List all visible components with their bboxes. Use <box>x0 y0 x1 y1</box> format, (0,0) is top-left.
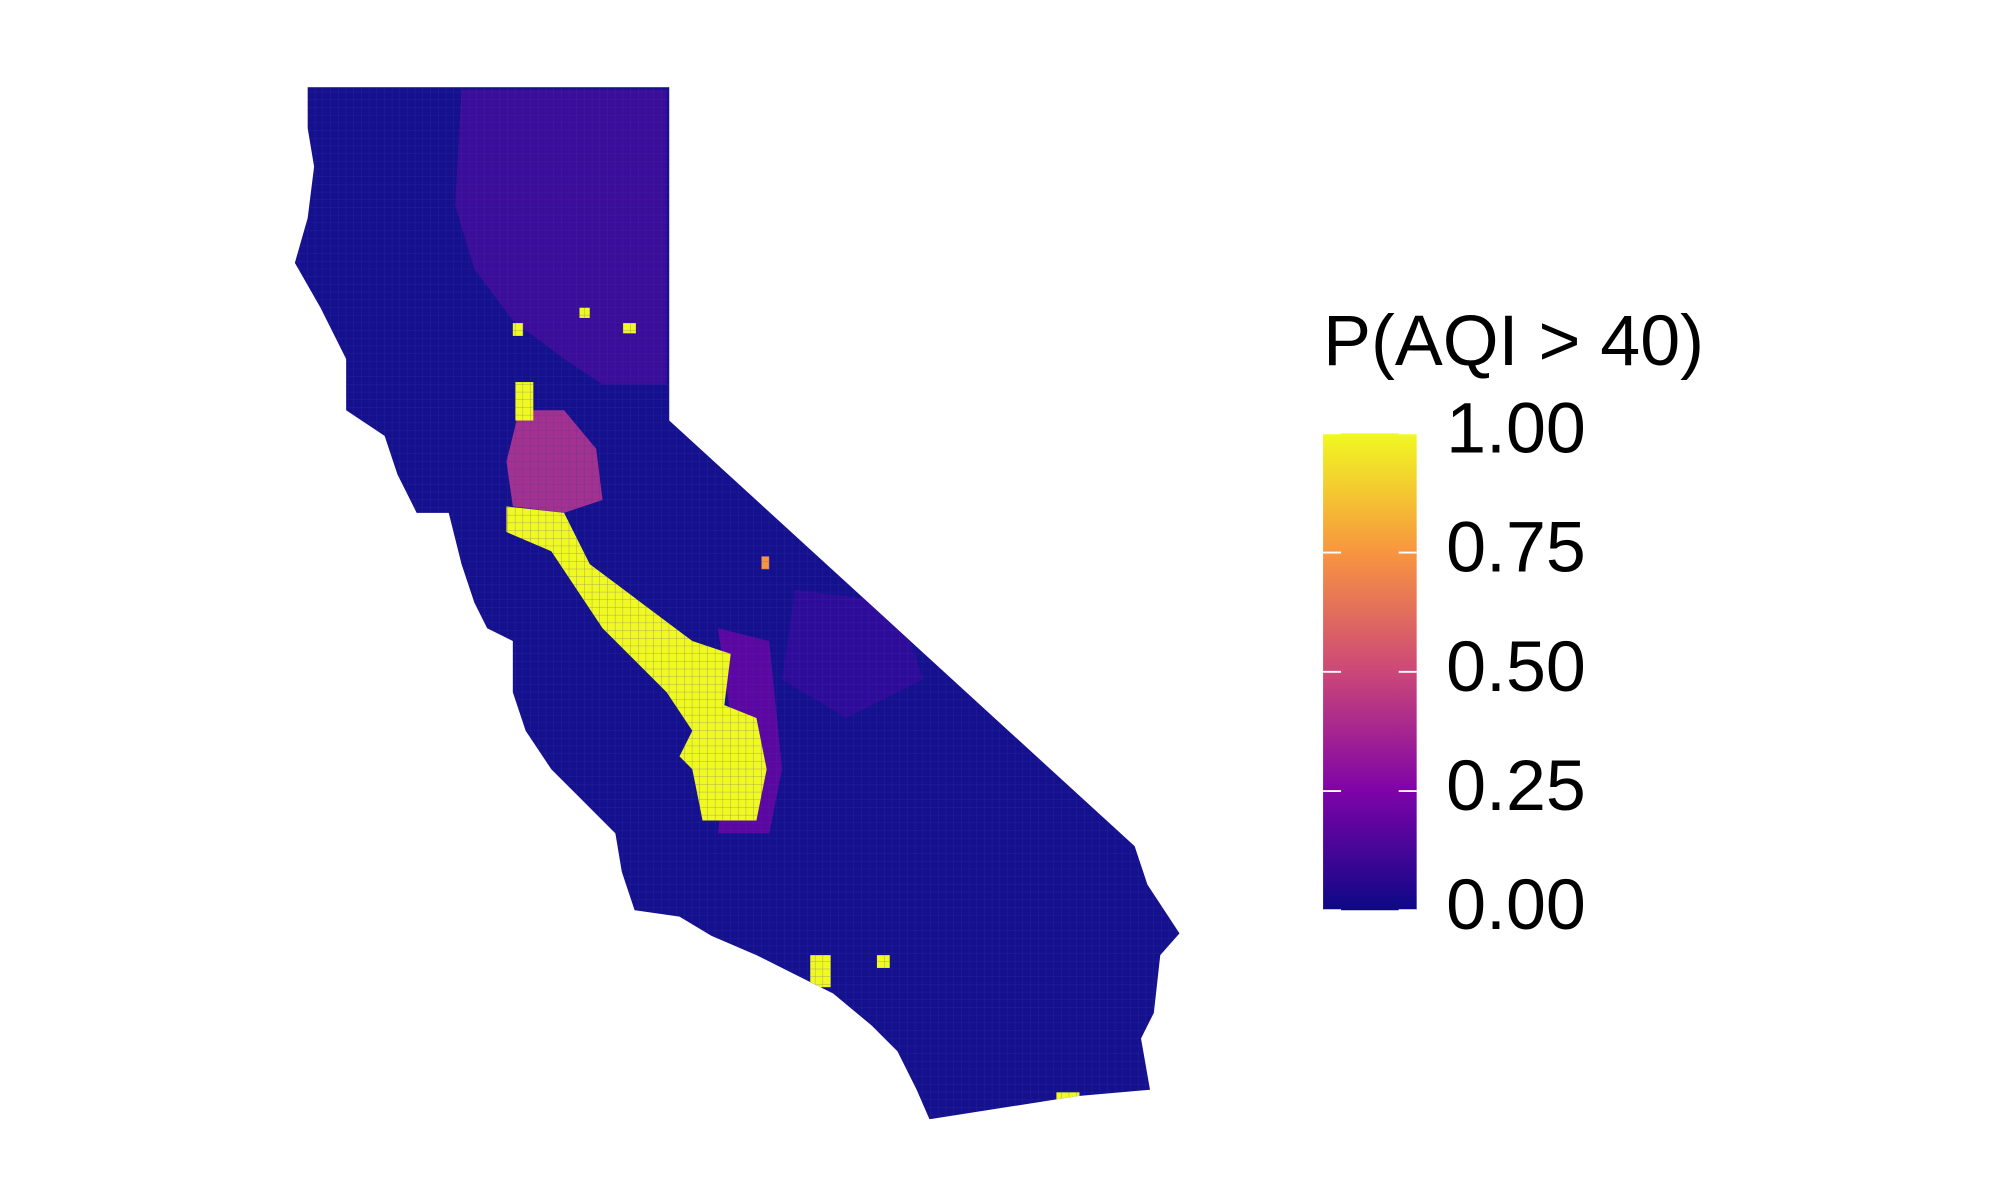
legend-title: P(AQI > 40) <box>1323 301 1704 381</box>
tick-label: 0.75 <box>1446 508 1586 588</box>
tick-label: 0.50 <box>1446 627 1586 707</box>
grid-cells <box>294 87 1180 1120</box>
colorbar: 0.00 0.25 0.50 0.75 1.00 <box>1323 388 1586 945</box>
tick-label: 0.00 <box>1446 865 1586 945</box>
california-map <box>294 87 1180 1120</box>
tick-label: 1.00 <box>1446 388 1586 468</box>
tick-label: 0.25 <box>1446 746 1586 826</box>
